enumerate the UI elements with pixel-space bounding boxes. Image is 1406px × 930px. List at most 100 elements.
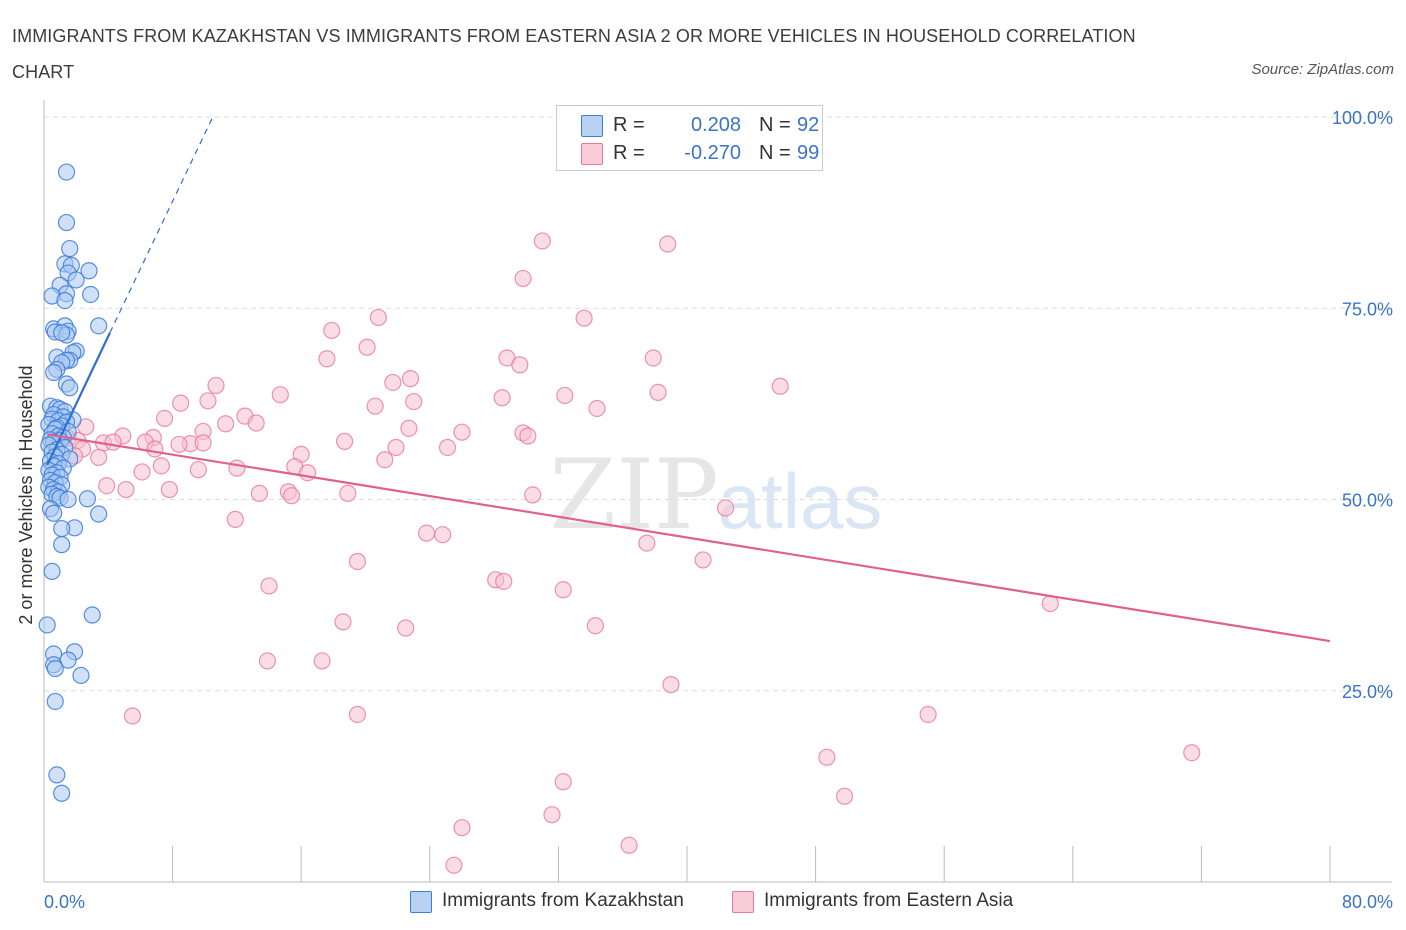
data-point-eastern-asia: [369, 308, 387, 327]
watermark: ZIP atlas: [549, 439, 882, 551]
data-point-eastern-asia: [98, 477, 116, 495]
data-point-eastern-asia: [282, 487, 301, 505]
data-point-eastern-asia: [90, 448, 108, 467]
data-point-eastern-asia: [334, 613, 352, 631]
data-point-eastern-asia: [155, 409, 174, 428]
data-point-eastern-asia: [453, 423, 471, 441]
correlation-legend: R = 0.208 N = 92 R = -0.270 N = 99: [556, 105, 823, 171]
data-point-eastern-asia: [384, 373, 402, 392]
data-point-eastern-asia: [716, 499, 735, 517]
data-point-eastern-asia: [199, 392, 217, 410]
data-point-eastern-asia: [835, 787, 854, 805]
data-point-eastern-asia: [189, 461, 207, 479]
data-point-eastern-asia: [348, 552, 367, 571]
data-point-eastern-asia: [123, 707, 142, 725]
y-axis-label: 2 or more Vehicles in Household: [16, 365, 36, 624]
data-point-eastern-asia: [336, 432, 354, 450]
data-point-eastern-asia: [146, 440, 164, 458]
trend-line-eastern-asia: [47, 433, 1331, 643]
data-point-eastern-asia: [519, 427, 537, 445]
data-point-eastern-asia: [194, 434, 212, 452]
data-point-eastern-asia: [152, 457, 170, 475]
trend-lines: [46, 116, 1331, 643]
data-point-eastern-asia: [207, 376, 225, 395]
gridlines: [44, 116, 1392, 692]
data-point-kazakhstan: [38, 616, 56, 634]
data-point-eastern-asia: [397, 619, 415, 637]
x-tick-label: 80.0%: [1342, 892, 1393, 912]
data-point-eastern-asia: [339, 484, 357, 502]
data-point-kazakhstan: [53, 324, 71, 342]
trend-line-kazakhstan: [46, 332, 111, 466]
trend-line-kazakhstan-extension: [109, 116, 214, 333]
data-point-eastern-asia: [771, 377, 789, 395]
data-point-eastern-asia: [638, 534, 656, 552]
data-point-kazakhstan: [53, 784, 71, 802]
data-point-kazakhstan: [45, 504, 63, 522]
data-point-kazakhstan: [59, 490, 77, 509]
data-point-eastern-asia: [401, 370, 420, 388]
data-point-eastern-asia: [919, 705, 937, 724]
data-point-eastern-asia: [649, 383, 667, 401]
legend-swatch-blue: [410, 891, 432, 913]
data-point-eastern-asia: [247, 414, 265, 432]
data-point-eastern-asia: [376, 451, 394, 469]
legend-n-label: N =: [759, 142, 791, 164]
y-tick-label: 75.0%: [1342, 299, 1393, 319]
data-point-eastern-asia: [524, 486, 542, 504]
data-point-kazakhstan: [82, 285, 100, 304]
y-tick-label: 25.0%: [1342, 682, 1393, 702]
data-point-kazakhstan: [80, 262, 98, 280]
data-point-eastern-asia: [620, 836, 638, 854]
y-tick-label: 100.0%: [1332, 108, 1393, 128]
watermark-atlas: atlas: [718, 457, 883, 545]
legend-swatch-pink: [732, 891, 754, 913]
data-point-kazakhstan: [78, 490, 97, 508]
data-point-kazakhstan: [43, 562, 61, 581]
axis-labels: 25.0% 50.0% 75.0% 100.0% 0.0% 80.0%: [44, 108, 1393, 912]
data-point-eastern-asia: [228, 459, 246, 477]
series-kazakhstan-points: [38, 163, 108, 802]
data-point-kazakhstan: [61, 379, 79, 397]
data-point-eastern-asia: [818, 748, 836, 766]
legend-r-value: -0.270: [684, 142, 741, 164]
data-point-eastern-asia: [556, 386, 574, 405]
data-point-eastern-asia: [117, 480, 135, 499]
data-point-eastern-asia: [644, 349, 662, 367]
data-point-kazakhstan: [83, 606, 101, 624]
data-point-eastern-asia: [445, 856, 463, 874]
data-point-eastern-asia: [554, 773, 572, 791]
data-point-eastern-asia: [313, 652, 331, 670]
data-point-kazakhstan: [57, 163, 76, 181]
data-point-eastern-asia: [453, 819, 471, 837]
legend-swatch-pink: [581, 143, 603, 165]
data-point-kazakhstan: [57, 213, 76, 232]
data-point-eastern-asia: [172, 394, 190, 412]
data-point-eastern-asia: [366, 397, 384, 415]
data-point-eastern-asia: [575, 309, 593, 327]
data-point-kazakhstan: [72, 666, 90, 685]
data-point-eastern-asia: [434, 526, 452, 544]
data-point-eastern-asia: [417, 524, 436, 542]
data-point-kazakhstan: [45, 363, 63, 382]
data-point-eastern-asia: [588, 399, 606, 418]
data-point-eastern-asia: [511, 356, 529, 374]
data-point-eastern-asia: [554, 581, 572, 599]
data-point-eastern-asia: [543, 806, 561, 824]
data-point-kazakhstan: [61, 239, 79, 258]
y-tick-label: 50.0%: [1342, 491, 1393, 511]
data-point-eastern-asia: [387, 438, 405, 457]
legend-r-label: R =: [613, 114, 645, 136]
data-point-eastern-asia: [170, 435, 188, 454]
data-point-kazakhstan: [46, 659, 64, 678]
data-point-eastern-asia: [514, 269, 532, 288]
data-point-eastern-asia: [405, 392, 423, 411]
data-point-eastern-asia: [694, 551, 712, 569]
legend-label-kazakhstan: Immigrants from Kazakhstan: [442, 890, 684, 911]
data-point-kazakhstan: [56, 292, 74, 310]
legend-n-value: 92: [797, 114, 820, 136]
data-point-eastern-asia: [318, 350, 336, 368]
data-point-eastern-asia: [104, 433, 122, 451]
data-point-eastern-asia: [659, 235, 677, 253]
